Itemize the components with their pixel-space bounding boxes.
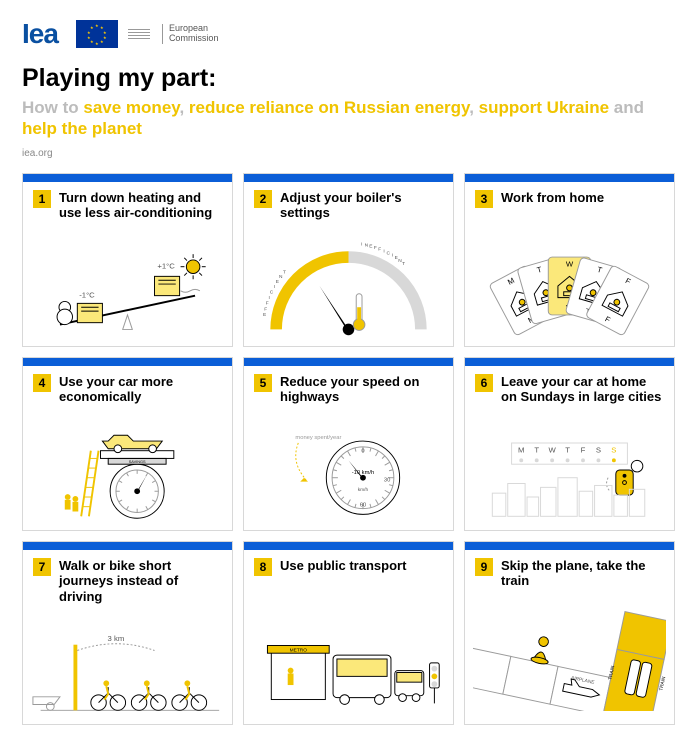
svg-text:E: E [369,243,372,249]
svg-text:S: S [596,445,601,454]
card-title: Walk or bike short journeys instead of d… [59,558,222,605]
card-head: 4 Use your car more economically [23,366,232,414]
card-number: 4 [33,374,51,392]
svg-text:W: W [548,445,556,454]
header: Iea ★★ ★★ ★★ ★★ ★★ EuropeanCommission [22,18,675,50]
card-bar [244,542,453,550]
card-bar [244,174,453,182]
svg-text:T: T [534,445,539,454]
card-number: 1 [33,190,51,208]
card-bar [465,174,674,182]
card-head: 8 Use public transport [244,550,453,598]
card-6: 6 Leave your car at home on Sundays in la… [464,357,675,531]
card-illustration: SAVINGS [23,414,232,530]
card-illustration: 3 km [23,608,232,724]
svg-text:0: 0 [361,448,364,454]
iea-logo: Iea [22,18,58,50]
card-head: 6 Leave your car at home on Sundays in la… [465,366,674,414]
card-title: Skip the plane, take the train [501,558,664,589]
svg-text:METRO: METRO [290,647,308,653]
card-9: 9 Skip the plane, take the train AIRPLANET… [464,541,675,726]
card-title: Use public transport [280,558,406,574]
card-bar [244,358,453,366]
svg-text:I: I [361,241,362,247]
card-number: 6 [475,374,493,392]
svg-text:3 km: 3 km [108,634,125,643]
page-title: Playing my part: [22,64,675,93]
card-title: Leave your car at home on Sundays in lar… [501,374,664,405]
svg-text:30: 30 [384,477,390,483]
card-number: 7 [33,558,51,576]
card-number: 8 [254,558,272,576]
svg-text:I: I [392,252,393,258]
svg-text:I: I [269,294,270,300]
card-2: 2Adjust your boiler's settingsEFFICIENTI… [243,173,454,347]
svg-text:+1°C: +1°C [157,261,175,270]
card-1: 1 Turn down heating and use less air-cond… [22,173,233,347]
ec-logo: ★★ ★★ ★★ ★★ ★★ EuropeanCommission [76,20,219,48]
svg-text:I: I [383,248,384,254]
card-title: Work from home [501,190,604,206]
svg-text:W: W [566,259,574,268]
card-bar [23,358,232,366]
svg-text:M: M [518,445,524,454]
card-illustration: METRO [244,598,453,725]
card-head: 2 Adjust your boiler's settings [244,182,453,230]
card-title: Reduce your speed on highways [280,374,443,405]
svg-text:money spent/year: money spent/year [295,435,341,441]
card-number: 5 [254,374,272,392]
card-4: 4 Use your car more economically SAVINGS [22,357,233,531]
svg-text:E: E [263,312,266,318]
page-subtitle: How to save money, reduce reliance on Ru… [22,97,675,140]
svg-text:F: F [581,445,586,454]
svg-text:F: F [266,300,269,306]
card-title: Turn down heating and use less air-condi… [59,190,222,221]
svg-text:S: S [611,445,616,454]
card-illustration: M TWT F S S [465,414,674,530]
svg-text:F: F [264,306,267,312]
card-title: Use your car more economically [59,374,222,405]
card-bar [23,542,232,550]
svg-text:F: F [374,244,377,250]
card-5: 5 Reduce your speed on highways money spen… [243,357,454,531]
card-illustration: -1°C +1°C [23,230,232,346]
card-illustration: money spent/year03060km/h-10 km/h [244,414,453,530]
card-bar [465,542,674,550]
svg-text:T: T [283,269,286,275]
svg-text:-1°C: -1°C [79,290,95,299]
svg-text:km/h: km/h [358,487,369,493]
svg-text:T: T [402,260,405,266]
card-7: 7 Walk or bike short journeys instead of … [22,541,233,726]
card-illustration: AIRPLANETRAINTRAIN [465,598,674,725]
svg-text:I: I [274,284,275,290]
card-3: 3 Work from home MMTTWWTTFF [464,173,675,347]
card-head: 3 Work from home [465,182,674,230]
card-8: 8 Use public transport METRO [243,541,454,726]
card-title: Adjust your boiler's settings [280,190,443,221]
svg-text:F: F [378,246,381,252]
card-head: 7 Walk or bike short journeys instead of … [23,550,232,609]
svg-text:C: C [387,250,391,256]
card-bar [465,358,674,366]
svg-text:SAVINGS: SAVINGS [129,460,146,464]
card-head: 5 Reduce your speed on highways [244,366,453,414]
svg-text:60: 60 [360,502,366,508]
svg-text:N: N [365,242,369,248]
card-number: 2 [254,190,272,208]
card-head: 1 Turn down heating and use less air-cond… [23,182,232,230]
card-illustration: MMTTWWTTFF [465,230,674,346]
card-head: 9 Skip the plane, take the train [465,550,674,598]
card-illustration: EFFICIENTINEFFICIENT [244,230,453,346]
ec-label: EuropeanCommission [162,24,219,44]
site-url: iea.org [22,148,675,159]
card-grid: 1 Turn down heating and use less air-cond… [22,173,675,726]
card-bar [23,174,232,182]
svg-text:T: T [565,445,570,454]
svg-text:C: C [270,289,274,295]
card-number: 9 [475,558,493,576]
card-number: 3 [475,190,493,208]
